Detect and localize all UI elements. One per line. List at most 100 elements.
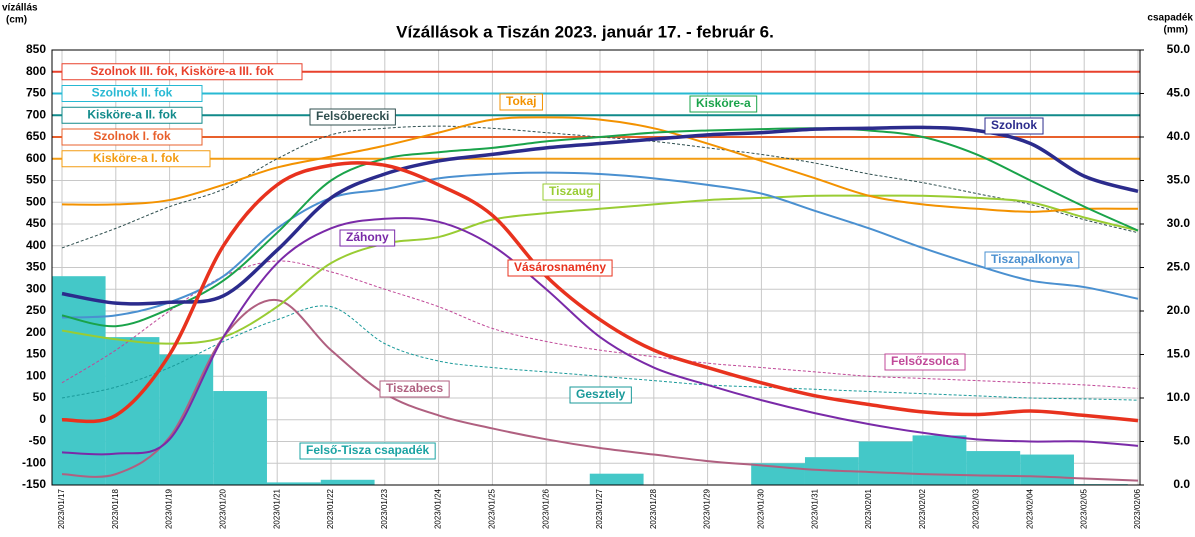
series-label: Szolnok (984, 117, 1044, 135)
threshold-label-text: Szolnok I. fok (93, 129, 171, 143)
y-tick-label: 300 (26, 281, 46, 295)
x-tick-label: 2023/02/01 (864, 488, 873, 529)
series-label-text: Tiszaug (549, 184, 593, 198)
y2-tick-label: 40.0 (1167, 129, 1191, 143)
y-tick-label: 500 (26, 194, 46, 208)
series-label-box (542, 183, 600, 201)
bar (858, 441, 913, 485)
bars-label-text: Felső-Tisza csapadék (306, 443, 429, 457)
series-label-box (507, 259, 613, 277)
series-label: Tiszabecs (379, 380, 450, 398)
y-tick-label: 200 (26, 325, 46, 339)
x-tick-label: 2023/01/30 (757, 488, 766, 529)
y-tick-label: 700 (26, 107, 46, 121)
y-tick-label: -150 (22, 477, 46, 491)
x-tick-label: 2023/02/06 (1133, 488, 1142, 529)
series-label: Tiszaug (542, 183, 600, 201)
y2-tick-label: 25.0 (1167, 260, 1191, 274)
x-tick-label: 2023/01/20 (219, 488, 228, 529)
x-tick-label: 2023/01/28 (649, 488, 658, 529)
series-label-text: Felsőzsolca (891, 354, 959, 368)
y-tick-label: 450 (26, 216, 46, 230)
series-line (61, 125, 1139, 306)
threshold-label-box (61, 150, 211, 168)
y2-axis-title: csapadék (1147, 13, 1193, 24)
y-tick-label: 100 (26, 368, 46, 382)
series-label-text: Gesztely (576, 387, 626, 401)
threshold-label-text: Szolnok II. fok (92, 86, 173, 100)
x-tick-label: 2023/01/19 (165, 488, 174, 529)
bars-label: Felső-Tisza csapadék (299, 442, 436, 460)
series-label-text: Tokaj (506, 94, 536, 108)
series-label-text: Tiszapalkonya (991, 252, 1073, 266)
y2-tick-label: 20.0 (1167, 303, 1191, 317)
bar (589, 473, 644, 485)
x-tick-label: 2023/01/22 (326, 488, 335, 529)
x-tick-label: 2023/01/25 (488, 488, 497, 529)
x-tick-label: 2023/01/23 (380, 488, 389, 529)
series-label: Felsőberecki (309, 108, 396, 126)
y-tick-label: 350 (26, 260, 46, 274)
bar (51, 276, 106, 485)
y-tick-label: 650 (26, 129, 46, 143)
series-line (61, 260, 1139, 389)
threshold-label-text: Szolnok III. fok, Kisköre-a III. fok (90, 64, 274, 78)
series-label-box (884, 353, 966, 371)
x-tick-label: 2023/02/03 (972, 488, 981, 529)
bar (105, 337, 160, 485)
y-tick-label: 550 (26, 173, 46, 187)
series-label-box (984, 251, 1080, 269)
y-tick-label: -100 (22, 455, 46, 469)
series-label-box (689, 95, 758, 113)
threshold-label-text: Kisköre-a II. fok (87, 107, 177, 121)
y-axis-unit: (cm) (6, 15, 27, 26)
series-label-box (984, 117, 1044, 135)
series-line (61, 305, 1139, 401)
threshold-label-box (61, 106, 203, 124)
threshold-label-box (61, 63, 303, 81)
series-label-text: Felsőberecki (316, 109, 389, 123)
threshold-label-box (61, 128, 203, 146)
bar (1020, 454, 1074, 485)
y-tick-label: 250 (26, 303, 46, 317)
bar (912, 435, 967, 485)
series-label: Gesztely (569, 386, 632, 404)
y2-axis-unit: (mm) (1164, 25, 1188, 36)
y-tick-label: 800 (26, 64, 46, 78)
y-tick-label: 0 (39, 412, 46, 426)
series-label-box (379, 380, 450, 398)
x-tick-label: 2023/02/04 (1026, 488, 1035, 529)
y2-tick-label: 15.0 (1167, 347, 1191, 361)
threshold-label: Szolnok III. fok, Kisköre-a III. fok (61, 63, 303, 81)
y-tick-label: 400 (26, 238, 46, 252)
series-label-text: Szolnok (991, 118, 1037, 132)
plot-frame (51, 49, 1141, 486)
series-line (61, 116, 1139, 213)
chart-title: Vízállások a Tiszán 2023. január 17. - f… (396, 22, 774, 41)
y2-tick-label: 35.0 (1167, 173, 1191, 187)
series-line (61, 217, 1139, 456)
series-label-text: Kisköre-a (696, 96, 751, 110)
y2-tick-label: 10.0 (1167, 390, 1191, 404)
y2-tick-label: 45.0 (1167, 86, 1191, 100)
x-tick-label: 2023/01/29 (703, 488, 712, 529)
x-tick-label: 2023/01/18 (111, 488, 120, 529)
series-label: Kisköre-a (689, 95, 758, 113)
bar (213, 391, 267, 485)
threshold-label-box (61, 85, 203, 102)
y2-tick-label: 0.0 (1173, 477, 1190, 491)
series-label-box (569, 386, 632, 404)
x-tick-label: 2023/01/24 (434, 488, 443, 529)
series-label: Felsőzsolca (884, 353, 966, 371)
x-tick-label: 2023/02/05 (1079, 488, 1088, 529)
series-label: Tiszapalkonya (984, 251, 1080, 269)
y-tick-label: 150 (26, 347, 46, 361)
x-tick-label: 2023/01/31 (810, 488, 819, 529)
x-tick-label: 2023/01/21 (272, 488, 281, 529)
series-line (61, 194, 1139, 345)
series-label-box (339, 229, 396, 247)
y-tick-label: 600 (26, 151, 46, 165)
threshold-label-text: Kisköre-a I. fok (93, 151, 179, 165)
y-tick-label: 750 (26, 86, 46, 100)
